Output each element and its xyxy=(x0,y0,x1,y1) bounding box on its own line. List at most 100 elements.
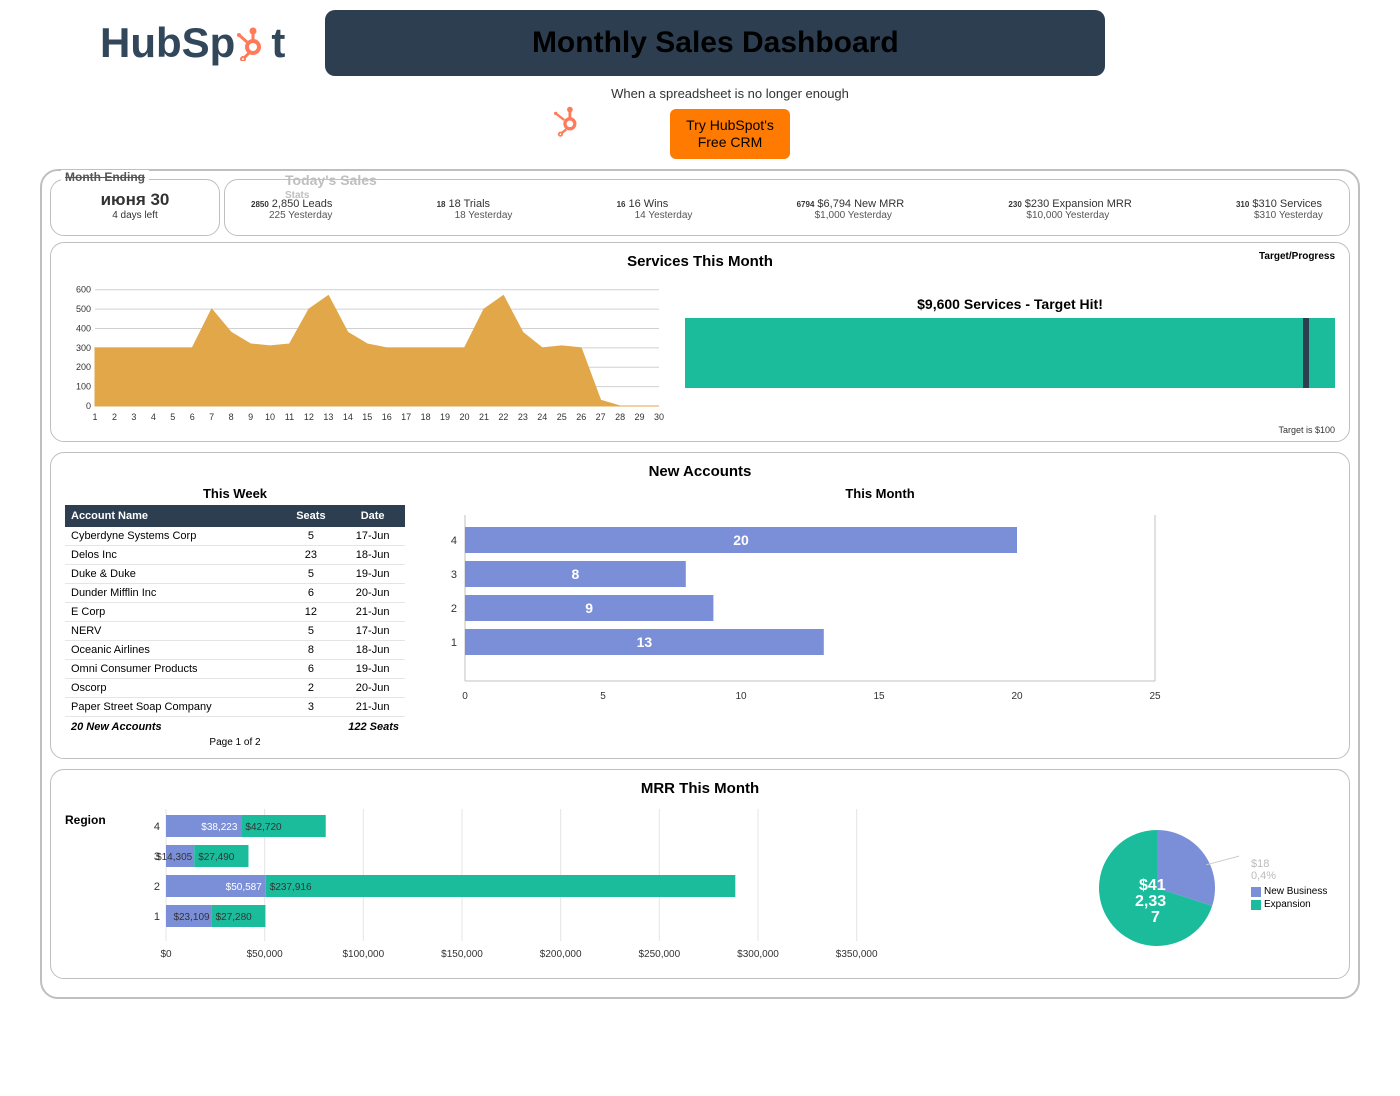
cta-line-1: Try HubSpot's xyxy=(686,117,774,133)
table-row: Oscorp220-Jun xyxy=(65,678,405,697)
svg-text:$14,305: $14,305 xyxy=(156,852,193,863)
month-ending-date: июня 30 xyxy=(61,190,209,210)
table-row: E Corp1221-Jun xyxy=(65,602,405,621)
sprocket-small-icon xyxy=(551,103,585,142)
todays-sales-stats-box: Today's Sales Stats 28502,850 Leads225 Y… xyxy=(224,179,1350,236)
svg-text:3: 3 xyxy=(131,412,136,422)
svg-text:1: 1 xyxy=(154,911,160,923)
svg-text:$250,000: $250,000 xyxy=(638,949,680,960)
svg-text:18: 18 xyxy=(421,412,431,422)
svg-text:4: 4 xyxy=(151,412,156,422)
svg-text:16: 16 xyxy=(382,412,392,422)
tagline: When a spreadsheet is no longer enough xyxy=(611,86,849,101)
svg-text:26: 26 xyxy=(576,412,586,422)
table-header: Account Name xyxy=(65,505,282,527)
svg-text:0: 0 xyxy=(86,401,91,411)
stat-item-4: 230$230 Expansion MRR$10,000 Yesterday xyxy=(1008,198,1131,221)
svg-text:12: 12 xyxy=(304,412,314,422)
svg-text:$300,000: $300,000 xyxy=(737,949,779,960)
logo-text-2: t xyxy=(271,19,285,67)
stat-item-2: 1616 Wins14 Yesterday xyxy=(617,198,693,221)
table-footer-accounts: 20 New Accounts xyxy=(71,721,162,733)
svg-text:$50,000: $50,000 xyxy=(246,949,283,960)
mrr-panel-title: MRR This Month xyxy=(65,780,1335,797)
services-panel: Services This Month Target/Progress Targ… xyxy=(50,242,1350,442)
pie-legend-item: Expansion xyxy=(1251,899,1327,910)
stat-item-0: 28502,850 Leads225 Yesterday xyxy=(251,198,332,221)
mrr-panel: MRR This Month Region $0$50,000$100,000$… xyxy=(50,769,1350,979)
services-area-chart: 0100200300400500600123456789101112131415… xyxy=(65,276,665,431)
svg-text:600: 600 xyxy=(76,284,91,294)
services-footnote: Target is $100 xyxy=(1278,425,1335,435)
svg-text:20: 20 xyxy=(733,532,749,548)
svg-text:$41: $41 xyxy=(1139,877,1166,894)
svg-text:$150,000: $150,000 xyxy=(441,949,483,960)
accounts-chart-side: This Month 20483921310510152025 xyxy=(425,486,1335,748)
pie-legend: $18 0,4% New BusinessExpansion xyxy=(1251,858,1327,912)
svg-text:$237,916: $237,916 xyxy=(269,882,311,893)
region-label: Region xyxy=(65,813,106,827)
svg-text:300: 300 xyxy=(76,342,91,352)
svg-text:25: 25 xyxy=(557,412,567,422)
accounts-table: Account NameSeatsDate Cyberdyne Systems … xyxy=(65,505,405,717)
sprocket-icon xyxy=(235,25,271,61)
svg-text:13: 13 xyxy=(637,634,653,650)
svg-text:25: 25 xyxy=(1149,691,1161,702)
logo-text-1: HubSp xyxy=(100,19,235,67)
svg-text:3: 3 xyxy=(451,569,457,581)
table-row: Omni Consumer Products619-Jun xyxy=(65,659,405,678)
svg-text:0: 0 xyxy=(462,691,468,702)
services-progress: $9,600 Services - Target Hit! xyxy=(685,276,1335,388)
month-ending-days-left: 4 days left xyxy=(61,210,209,221)
table-page-indicator: Page 1 of 2 xyxy=(65,737,405,748)
accounts-table-side: This Week Account NameSeatsDate Cyberdyn… xyxy=(65,486,405,748)
dashboard-title: Monthly Sales Dashboard xyxy=(532,26,899,59)
svg-text:10: 10 xyxy=(265,412,275,422)
cta-row: When a spreadsheet is no longer enough T… xyxy=(40,86,1360,159)
svg-text:21: 21 xyxy=(479,412,489,422)
services-panel-title: Services This Month xyxy=(65,253,1335,270)
pie-callout-2: 0,4% xyxy=(1251,870,1327,882)
svg-text:200: 200 xyxy=(76,362,91,372)
stats-ghost-title: Today's Sales xyxy=(285,172,377,188)
progress-label: $9,600 Services - Target Hit! xyxy=(685,296,1335,312)
svg-text:30: 30 xyxy=(654,412,664,422)
try-crm-button[interactable]: Try HubSpot'sFree CRM xyxy=(670,109,790,159)
svg-text:11: 11 xyxy=(285,412,294,422)
svg-text:15: 15 xyxy=(873,691,885,702)
svg-text:10: 10 xyxy=(735,691,747,702)
svg-text:22: 22 xyxy=(498,412,508,422)
table-header: Date xyxy=(340,505,405,527)
table-row: Duke & Duke519-Jun xyxy=(65,564,405,583)
svg-text:1: 1 xyxy=(451,637,457,649)
svg-text:$350,000: $350,000 xyxy=(835,949,877,960)
svg-text:$38,223: $38,223 xyxy=(201,822,238,833)
svg-text:7: 7 xyxy=(209,412,214,422)
svg-text:7: 7 xyxy=(1151,909,1160,926)
svg-text:13: 13 xyxy=(323,412,333,422)
this-month-label: This Month xyxy=(425,486,1335,501)
svg-text:2: 2 xyxy=(112,412,117,422)
svg-text:$200,000: $200,000 xyxy=(539,949,581,960)
svg-text:20: 20 xyxy=(460,412,470,422)
svg-text:20: 20 xyxy=(1011,691,1023,702)
svg-text:8: 8 xyxy=(572,566,580,582)
this-week-label: This Week xyxy=(65,486,405,501)
svg-text:9: 9 xyxy=(585,600,593,616)
top-stats-row: Month Ending июня 30 4 days left Today's… xyxy=(50,179,1350,236)
svg-text:$42,720: $42,720 xyxy=(245,822,282,833)
svg-text:24: 24 xyxy=(537,412,547,422)
header: HubSpt Monthly Sales Dashboard xyxy=(40,10,1360,76)
svg-text:9: 9 xyxy=(248,412,253,422)
accounts-panel-title: New Accounts xyxy=(65,463,1335,480)
svg-text:2,33: 2,33 xyxy=(1135,893,1166,910)
svg-text:$0: $0 xyxy=(160,949,172,960)
svg-text:5: 5 xyxy=(170,412,175,422)
svg-text:$50,587: $50,587 xyxy=(225,882,262,893)
dashboard-frame: Month Ending июня 30 4 days left Today's… xyxy=(40,169,1360,999)
table-row: Paper Street Soap Company321-Jun xyxy=(65,697,405,716)
hubspot-logo: HubSpt xyxy=(100,19,285,67)
table-footer-seats: 122 Seats xyxy=(348,721,399,733)
mrr-bar-chart: $0$50,000$100,000$150,000$200,000$250,00… xyxy=(116,803,1075,968)
table-header: Seats xyxy=(282,505,341,527)
